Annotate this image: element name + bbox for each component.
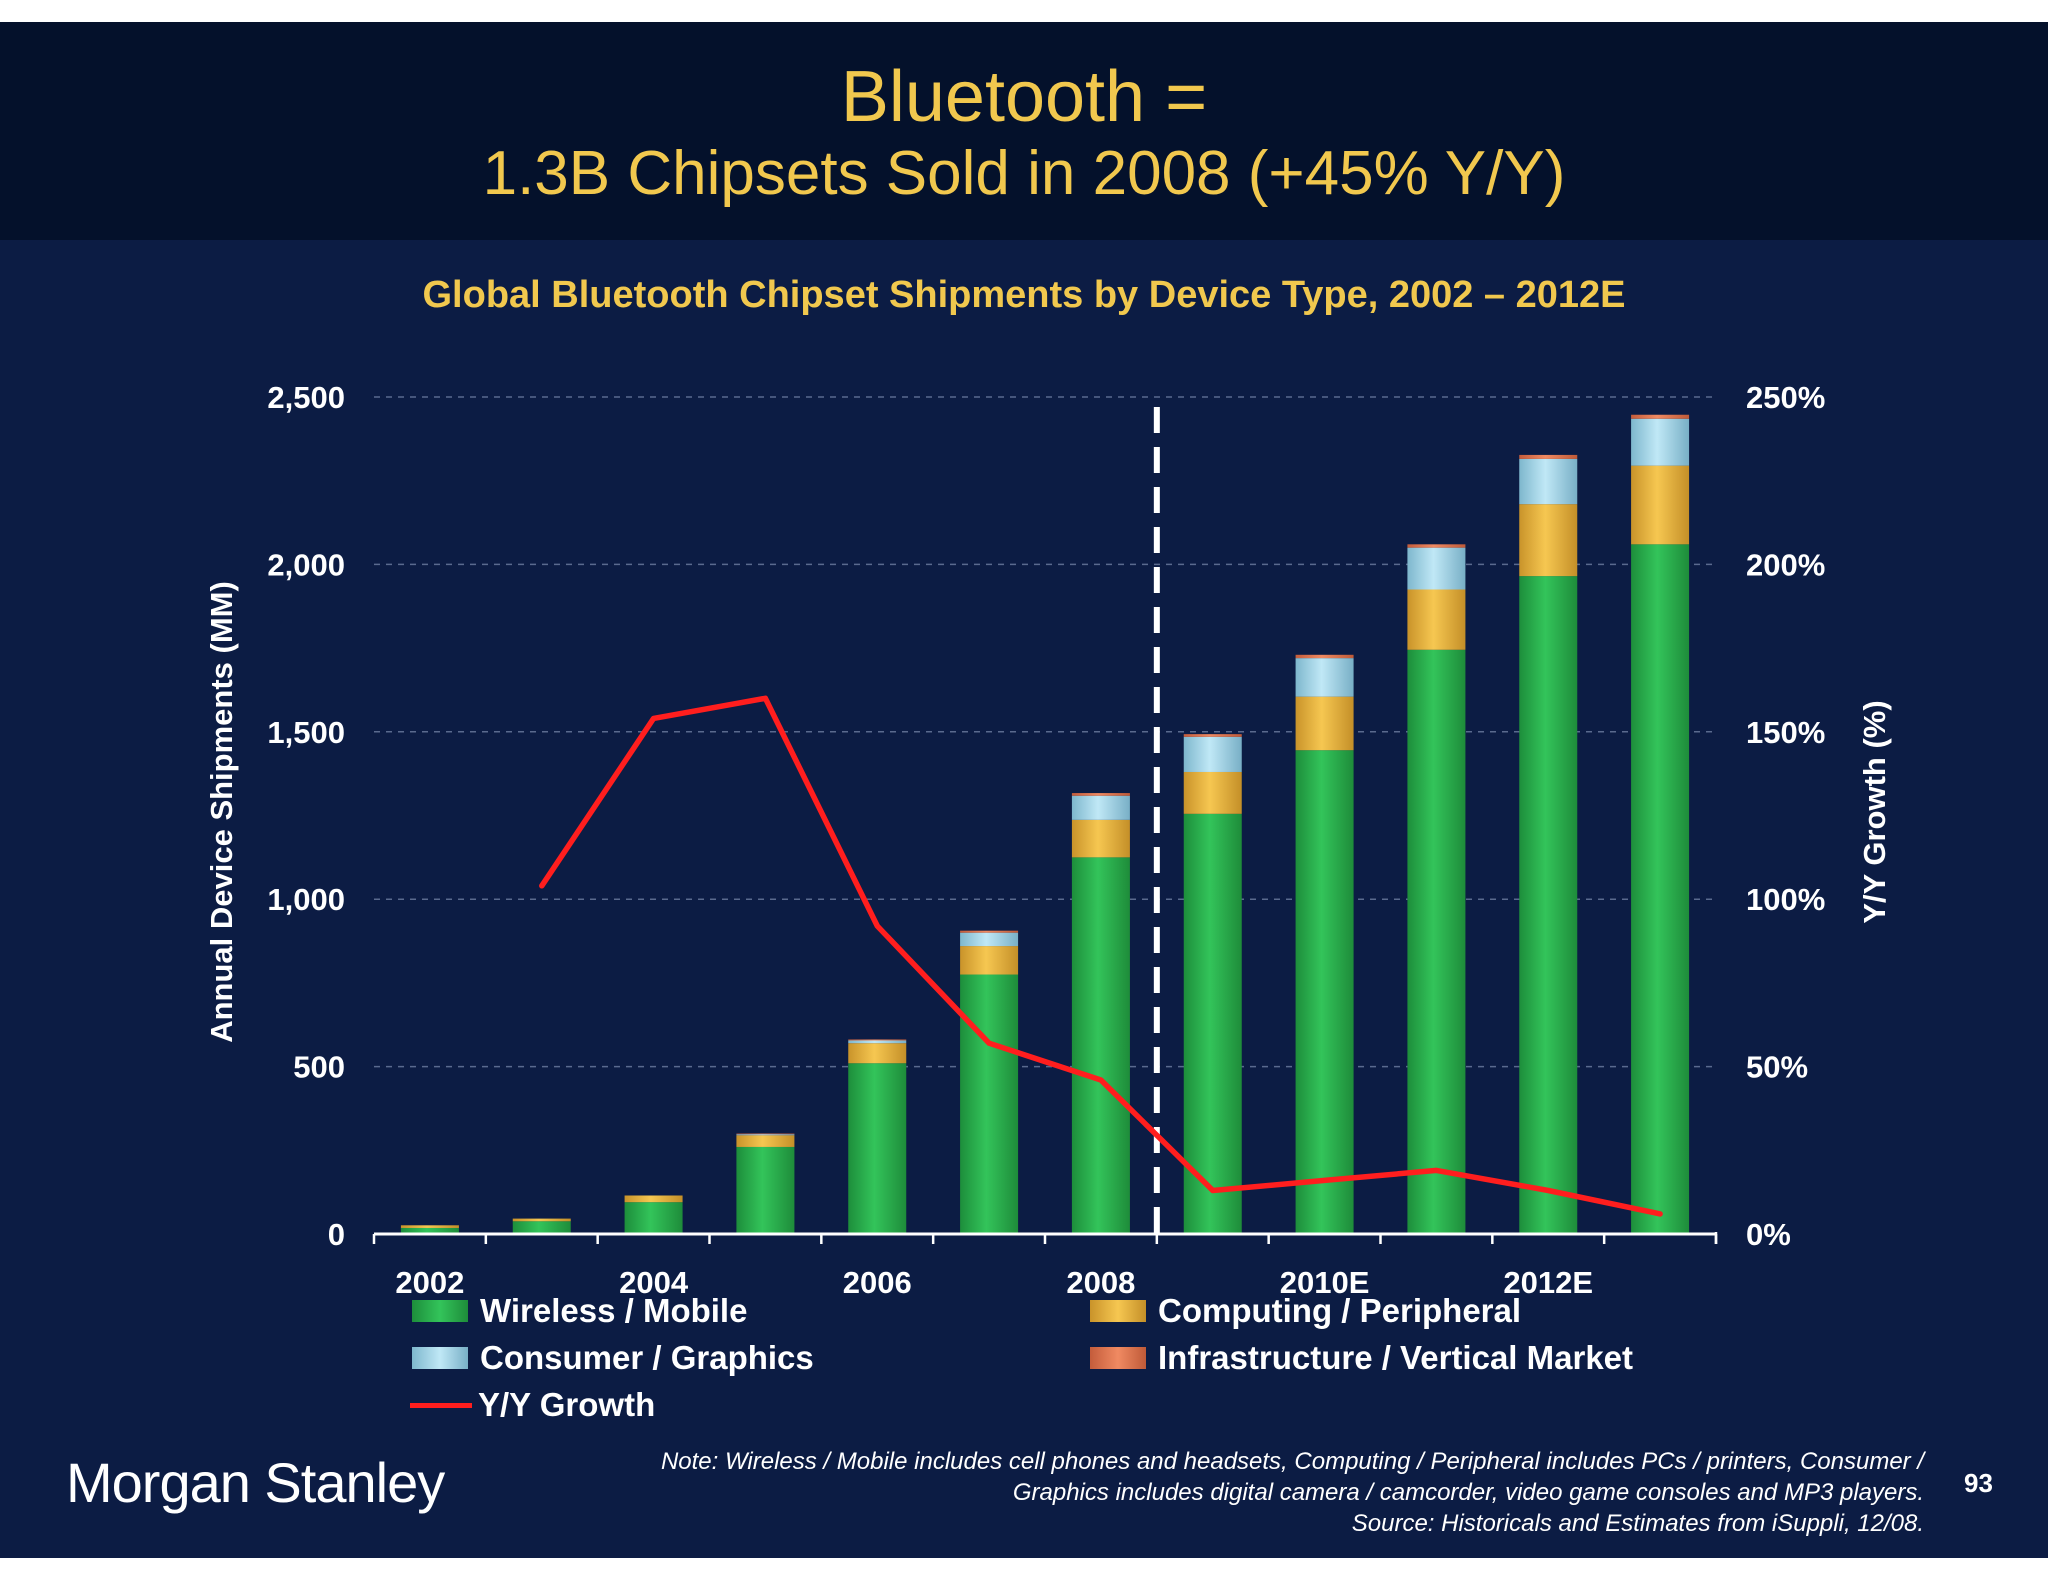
y2-tick-label: 150% — [1746, 715, 1825, 750]
bar-segment — [1631, 465, 1690, 545]
page-number: 93 — [1964, 1468, 1993, 1498]
y-tick-label: 1,500 — [267, 715, 345, 750]
legend-swatch-consumer-graphics — [412, 1347, 468, 1369]
y2-tick-label: 50% — [1746, 1050, 1808, 1085]
header-band — [0, 22, 2048, 240]
yy-growth-line — [539, 695, 1663, 1217]
bar-segment — [1407, 649, 1466, 1234]
y2-tick-label: 250% — [1746, 380, 1825, 415]
legend-swatch-computing-peripheral — [1090, 1300, 1146, 1322]
chart: 0 0% 500 50% 1,000 100% 1,500 150% 2,000 200% 2,50… — [204, 380, 1892, 1300]
legend-swatch-wireless-mobile — [412, 1300, 468, 1322]
company-logo: Morgan Stanley — [66, 1451, 445, 1514]
y-tick-label: 500 — [293, 1050, 345, 1085]
bar-segment — [1407, 547, 1466, 590]
y2-axis-title: Y/Y Growth (%) — [1857, 700, 1892, 923]
bar-segment — [512, 1221, 571, 1234]
y2-tick-label: 0% — [1746, 1217, 1791, 1252]
bar-segment — [736, 1135, 795, 1147]
bar-segment — [1519, 458, 1578, 505]
bar-segment — [1631, 544, 1690, 1234]
slide-title-line1: Bluetooth = — [840, 57, 1208, 137]
bar-segment — [400, 1225, 459, 1228]
legend-label-yy-growth: Y/Y Growth — [478, 1386, 656, 1423]
bar-segment — [1071, 795, 1130, 820]
x-tick-label: 2010E — [1280, 1265, 1370, 1300]
y2-tick-label: 100% — [1746, 882, 1825, 917]
legend-item-infrastructure-vertical: Infrastructure / Vertical Market — [1090, 1339, 1633, 1377]
y-tick-label: 1,000 — [267, 882, 345, 917]
bar-segment — [960, 946, 1019, 975]
slide-title-line2: 1.3B Chipsets Sold in 2008 (+45% Y/Y) — [482, 139, 1566, 208]
bar-segment — [400, 1227, 459, 1234]
x-tick-label: 2002 — [395, 1265, 464, 1300]
bar-segment — [736, 1133, 795, 1135]
legend-swatch-infrastructure-vertical — [1090, 1347, 1146, 1369]
footnote-line: Note: Wireless / Mobile includes cell ph… — [660, 1448, 1924, 1475]
legend-item-computing-peripheral: Computing / Peripheral — [1090, 1292, 1521, 1330]
bar-segment — [1407, 544, 1466, 548]
legend-label-infrastructure-vertical: Infrastructure / Vertical Market — [1158, 1339, 1634, 1376]
legend-item-consumer-graphics: Consumer / Graphics — [412, 1339, 814, 1377]
bar-segment — [1295, 696, 1354, 751]
y2-tick-label: 200% — [1746, 547, 1825, 582]
bar-segment — [1519, 504, 1578, 577]
legend-label-consumer-graphics: Consumer / Graphics — [480, 1339, 814, 1376]
legend-swatch-yy-growth — [410, 1402, 472, 1408]
bar-segment — [848, 1043, 907, 1064]
bar-segment — [848, 1039, 907, 1041]
bar-segment — [1183, 736, 1242, 772]
bar-segment — [1295, 750, 1354, 1234]
legend-label-computing-peripheral: Computing / Peripheral — [1158, 1292, 1522, 1329]
chart-title: Global Bluetooth Chipset Shipments by De… — [422, 274, 1626, 316]
y-tick-label: 2,000 — [267, 547, 345, 582]
y-tick-label: 0 — [328, 1217, 345, 1252]
legend-label-wireless-mobile: Wireless / Mobile — [480, 1292, 748, 1329]
bar-segment — [1071, 793, 1130, 796]
footnote-line: Source: Historicals and Estimates from i… — [1351, 1510, 1924, 1537]
bar-segment — [1071, 857, 1130, 1234]
bar-segment — [736, 1134, 795, 1136]
legend-item-wireless-mobile: Wireless / Mobile — [412, 1292, 747, 1330]
bar-segment — [960, 932, 1019, 947]
bar-segment — [1295, 658, 1354, 697]
x-tick-label: 2008 — [1066, 1265, 1135, 1300]
bar-segment — [1407, 589, 1466, 650]
bar-segment — [1519, 576, 1578, 1234]
bar-segment — [1631, 418, 1690, 466]
bar-segment — [1183, 813, 1242, 1234]
x-tick-label: 2012E — [1503, 1265, 1593, 1300]
x-tick-label: 2004 — [619, 1265, 689, 1300]
bar-segment — [1071, 819, 1130, 858]
bar-segment — [1183, 771, 1242, 814]
bar-segment — [1183, 734, 1242, 737]
y-tick-label: 2,500 — [267, 380, 345, 415]
bar-segment — [1295, 654, 1354, 659]
bar-segment — [512, 1218, 571, 1222]
x-tick-label: 2006 — [843, 1265, 912, 1300]
bar-segment — [1519, 454, 1578, 459]
bar-segment — [848, 1063, 907, 1234]
bar-segment — [624, 1202, 683, 1234]
slide: Bluetooth = 1.3B Chipsets Sold in 2008 (… — [0, 22, 2048, 1558]
bar-segment — [736, 1146, 795, 1234]
bar-segment — [960, 930, 1019, 933]
footnote-line: Graphics includes digital camera / camco… — [1012, 1479, 1924, 1506]
bar-segment — [960, 974, 1019, 1234]
y-axis-title: Annual Device Shipments (MM) — [204, 581, 239, 1043]
bar-segment — [624, 1195, 683, 1203]
footnote: Note: Wireless / Mobile includes cell ph… — [424, 1446, 1924, 1539]
legend-item-yy-growth: Y/Y Growth — [410, 1386, 655, 1424]
bar-segment — [1631, 414, 1690, 419]
bar-segment — [848, 1040, 907, 1044]
